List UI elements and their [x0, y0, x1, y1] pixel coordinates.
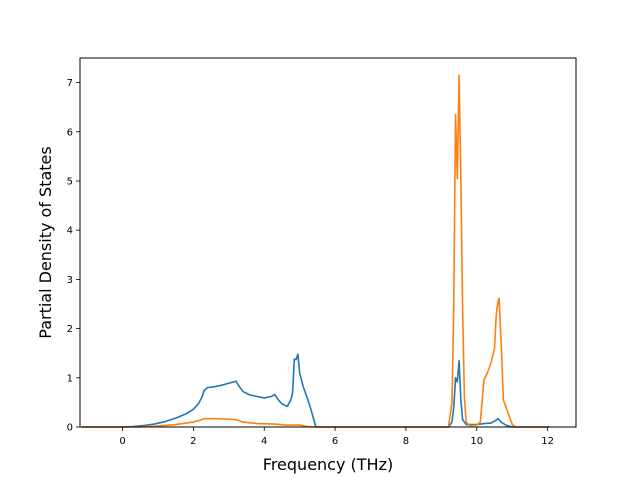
x-tick-label: 2: [190, 436, 196, 447]
series-layer: [81, 74, 550, 428]
y-tick-label: 5: [67, 177, 73, 188]
x-tick-label: 6: [332, 436, 338, 447]
y-axis-label: Partial Density of States: [36, 146, 55, 338]
y-tick-label: 3: [67, 275, 73, 286]
x-axis-label: Frequency (THz): [263, 455, 393, 474]
y-tick-label: 2: [67, 324, 73, 335]
x-tick-label: 8: [403, 436, 409, 447]
series-line-1: [81, 353, 550, 428]
x-tick-label: 0: [119, 436, 125, 447]
y-tick-label: 6: [67, 127, 73, 138]
x-tick-label: 4: [261, 436, 267, 447]
series-line-2: [81, 74, 550, 428]
y-tick-label: 1: [67, 373, 73, 384]
y-axis: 0 1 2 3 4 5 6 7: [67, 78, 80, 434]
x-tick-label: 12: [541, 436, 554, 447]
y-tick-label: 7: [67, 78, 73, 89]
plot-frame: [79, 57, 577, 428]
x-axis: 0 2 4 6 8 10 12: [119, 427, 554, 447]
y-tick-label: 0: [67, 423, 73, 434]
y-tick-label: 4: [67, 226, 73, 237]
x-tick-label: 10: [470, 436, 483, 447]
